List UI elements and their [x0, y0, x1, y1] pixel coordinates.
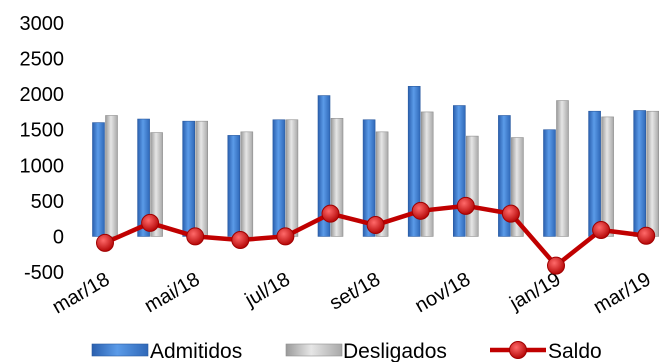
y-tick-label: 0 — [53, 226, 64, 248]
bar-desligados — [240, 131, 254, 237]
bar-admitidos — [317, 95, 331, 237]
saldo-point — [501, 204, 520, 223]
x-axis: mar/18 mai/18 jul/18 set/18 nov/18 jan/19 mar/… — [49, 268, 655, 318]
legend: Admitidos Desligados Saldo — [91, 340, 602, 362]
bar-admitidos — [407, 86, 421, 237]
bar-admitidos — [452, 105, 466, 237]
legend-swatch-desligados — [285, 343, 343, 357]
bar-desligados — [105, 115, 118, 237]
saldo-point — [366, 216, 385, 235]
x-tick-label: jan/19 — [505, 268, 564, 315]
saldo-point — [186, 227, 205, 246]
legend-label: Admitidos — [150, 340, 242, 362]
legend-label: Desligados — [343, 340, 447, 362]
saldo-point — [141, 213, 160, 232]
saldo-point — [276, 227, 295, 246]
saldo-point — [411, 201, 430, 220]
bar-desligados — [601, 116, 614, 237]
y-tick-label: 500 — [31, 191, 64, 213]
bar-desligados — [195, 120, 208, 237]
y-tick-label: 1000 — [20, 155, 65, 177]
bar-admitidos — [272, 119, 286, 237]
saldo-point — [456, 196, 475, 215]
saldo-point — [637, 226, 656, 245]
bar-admitidos — [137, 118, 150, 237]
bar-admitidos — [588, 110, 601, 237]
bar-admitidos — [182, 120, 195, 237]
bar-admitidos — [92, 122, 105, 237]
y-tick-label: 2000 — [20, 84, 65, 106]
legend-label: Saldo — [548, 340, 602, 362]
bar-desligados — [556, 100, 569, 237]
x-tick-label: mai/18 — [141, 268, 204, 317]
bar-admitidos — [227, 135, 241, 237]
saldo-point — [547, 256, 565, 275]
y-axis: -500 0 500 1000 1500 2000 2500 3000 — [20, 13, 65, 284]
legend-swatch-saldo-marker — [509, 341, 527, 359]
bar-desligados — [375, 131, 389, 237]
bar-desligados — [285, 119, 299, 237]
bar-desligados — [465, 135, 479, 237]
x-tick-label: mar/19 — [590, 268, 655, 318]
saldo-point — [96, 233, 114, 252]
y-tick-label: 2500 — [20, 49, 65, 71]
x-tick-label: jul/18 — [241, 268, 294, 311]
x-tick-label: nov/18 — [411, 268, 474, 317]
saldo-line — [96, 196, 656, 275]
legend-swatch-admitidos — [91, 343, 149, 357]
bar-desligados — [646, 110, 660, 237]
bar-desligados — [150, 132, 163, 237]
x-tick-label: set/18 — [326, 268, 384, 314]
y-tick-label: 1500 — [20, 120, 65, 142]
saldo-point — [231, 230, 250, 249]
y-tick-label: -500 — [24, 262, 64, 284]
bar-admitidos — [633, 110, 647, 237]
saldo-point — [321, 204, 340, 223]
saldo-point — [592, 221, 611, 240]
bar-admitidos — [362, 119, 376, 237]
bars — [92, 86, 660, 237]
bar-admitidos — [543, 129, 556, 237]
y-tick-label: 3000 — [20, 13, 65, 35]
